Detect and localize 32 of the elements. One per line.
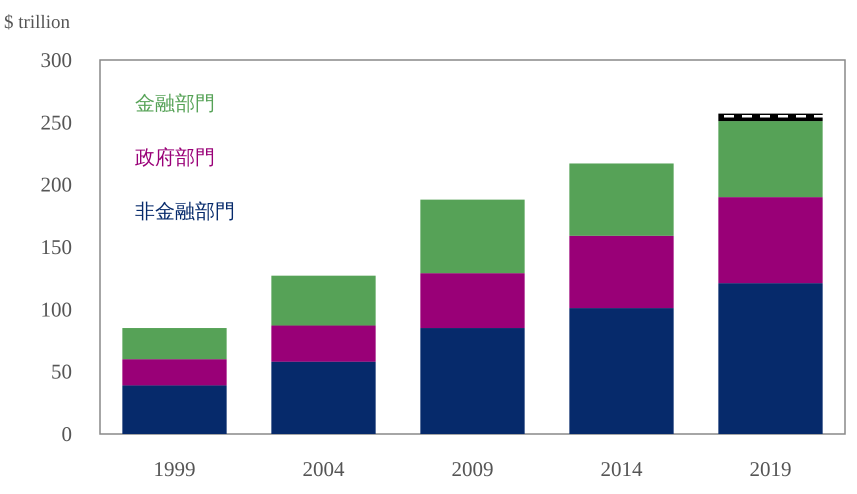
x-tick-label: 2014 [600, 457, 643, 481]
bar [718, 283, 823, 434]
y-tick-label: 100 [40, 297, 72, 322]
x-tick-label: 1999 [154, 457, 196, 481]
y-tick-label: 200 [40, 172, 72, 197]
y-tick-label: 150 [40, 235, 72, 259]
bar [122, 359, 227, 386]
bar [420, 200, 525, 274]
y-axis-title: $ trillion [4, 12, 70, 33]
bar [718, 121, 823, 198]
bar [569, 163, 674, 236]
bar [420, 328, 525, 434]
bar [569, 236, 674, 308]
text: 政府部門 [135, 145, 215, 169]
bar [122, 328, 227, 360]
y-tick-label: 50 [51, 360, 72, 384]
bar [420, 273, 525, 328]
bar [271, 362, 376, 434]
x-tick-label: 2009 [452, 457, 494, 481]
bar [122, 385, 227, 434]
bar [271, 276, 376, 326]
bar [718, 114, 823, 122]
text: 金融部門 [135, 91, 215, 115]
bar [569, 308, 674, 434]
x-tick-label: 2004 [302, 457, 345, 481]
y-tick-label: 250 [40, 110, 72, 134]
y-tick-label: 0 [62, 422, 72, 446]
y-tick-label: 300 [40, 48, 72, 72]
x-tick-label: 2019 [750, 457, 792, 481]
bar [718, 197, 823, 284]
text: 非金融部門 [135, 199, 235, 223]
bar [271, 326, 376, 362]
